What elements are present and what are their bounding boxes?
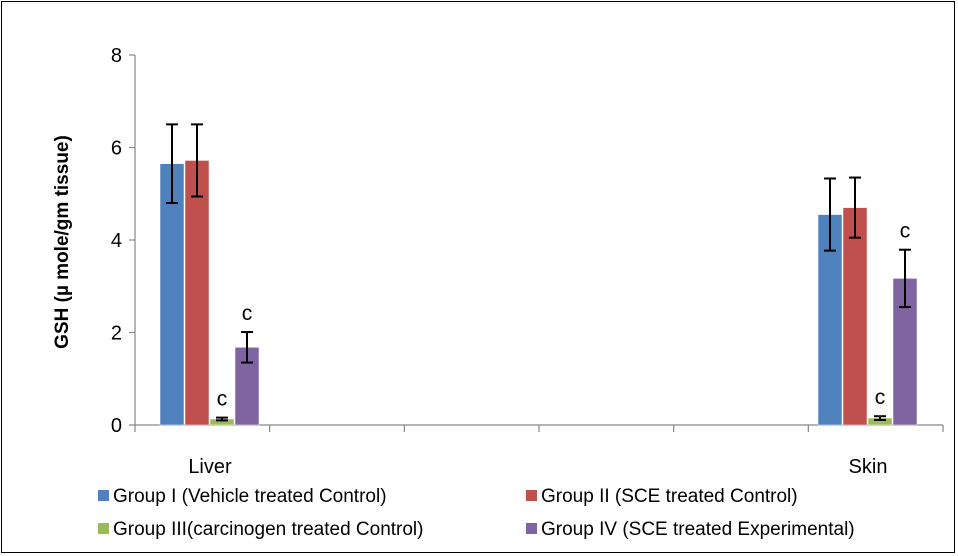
- legend-item-group-2: Group II (SCE treated Control): [526, 486, 798, 508]
- significance-label: c: [217, 388, 228, 411]
- legend-swatch-group-3: [98, 523, 109, 534]
- bar: [159, 163, 185, 426]
- y-tick-label: 4: [111, 230, 122, 252]
- legend-item-group-1: Group I (Vehicle treated Control): [98, 486, 387, 508]
- x-tick-label: Skin: [849, 456, 888, 478]
- bar: [184, 160, 210, 426]
- legend-swatch-group-2: [526, 490, 537, 501]
- legend-label-group-4: Group IV (SCE treated Experimental): [541, 519, 855, 540]
- y-tick-label: 2: [111, 323, 122, 345]
- y-tick-label: 0: [111, 415, 122, 437]
- bar: [842, 207, 868, 426]
- significance-label: c: [242, 302, 253, 325]
- y-axis-title: GSH (µ mole/gm tissue): [52, 135, 73, 349]
- legend-swatch-group-4: [526, 523, 537, 534]
- significance-label: c: [900, 220, 911, 243]
- legend-item-group-3: Group III(carcinogen treated Control): [98, 519, 424, 541]
- legend-label-group-1: Group I (Vehicle treated Control): [113, 486, 387, 507]
- legend-item-group-4: Group IV (SCE treated Experimental): [526, 519, 855, 541]
- y-tick-label: 8: [111, 45, 122, 67]
- significance-label: c: [875, 386, 886, 409]
- y-tick-label: 6: [111, 138, 122, 160]
- legend-swatch-group-1: [98, 490, 109, 501]
- x-tick-label: Liver: [188, 456, 232, 478]
- legend-label-group-3: Group III(carcinogen treated Control): [113, 519, 424, 540]
- legend-label-group-2: Group II (SCE treated Control): [541, 486, 798, 507]
